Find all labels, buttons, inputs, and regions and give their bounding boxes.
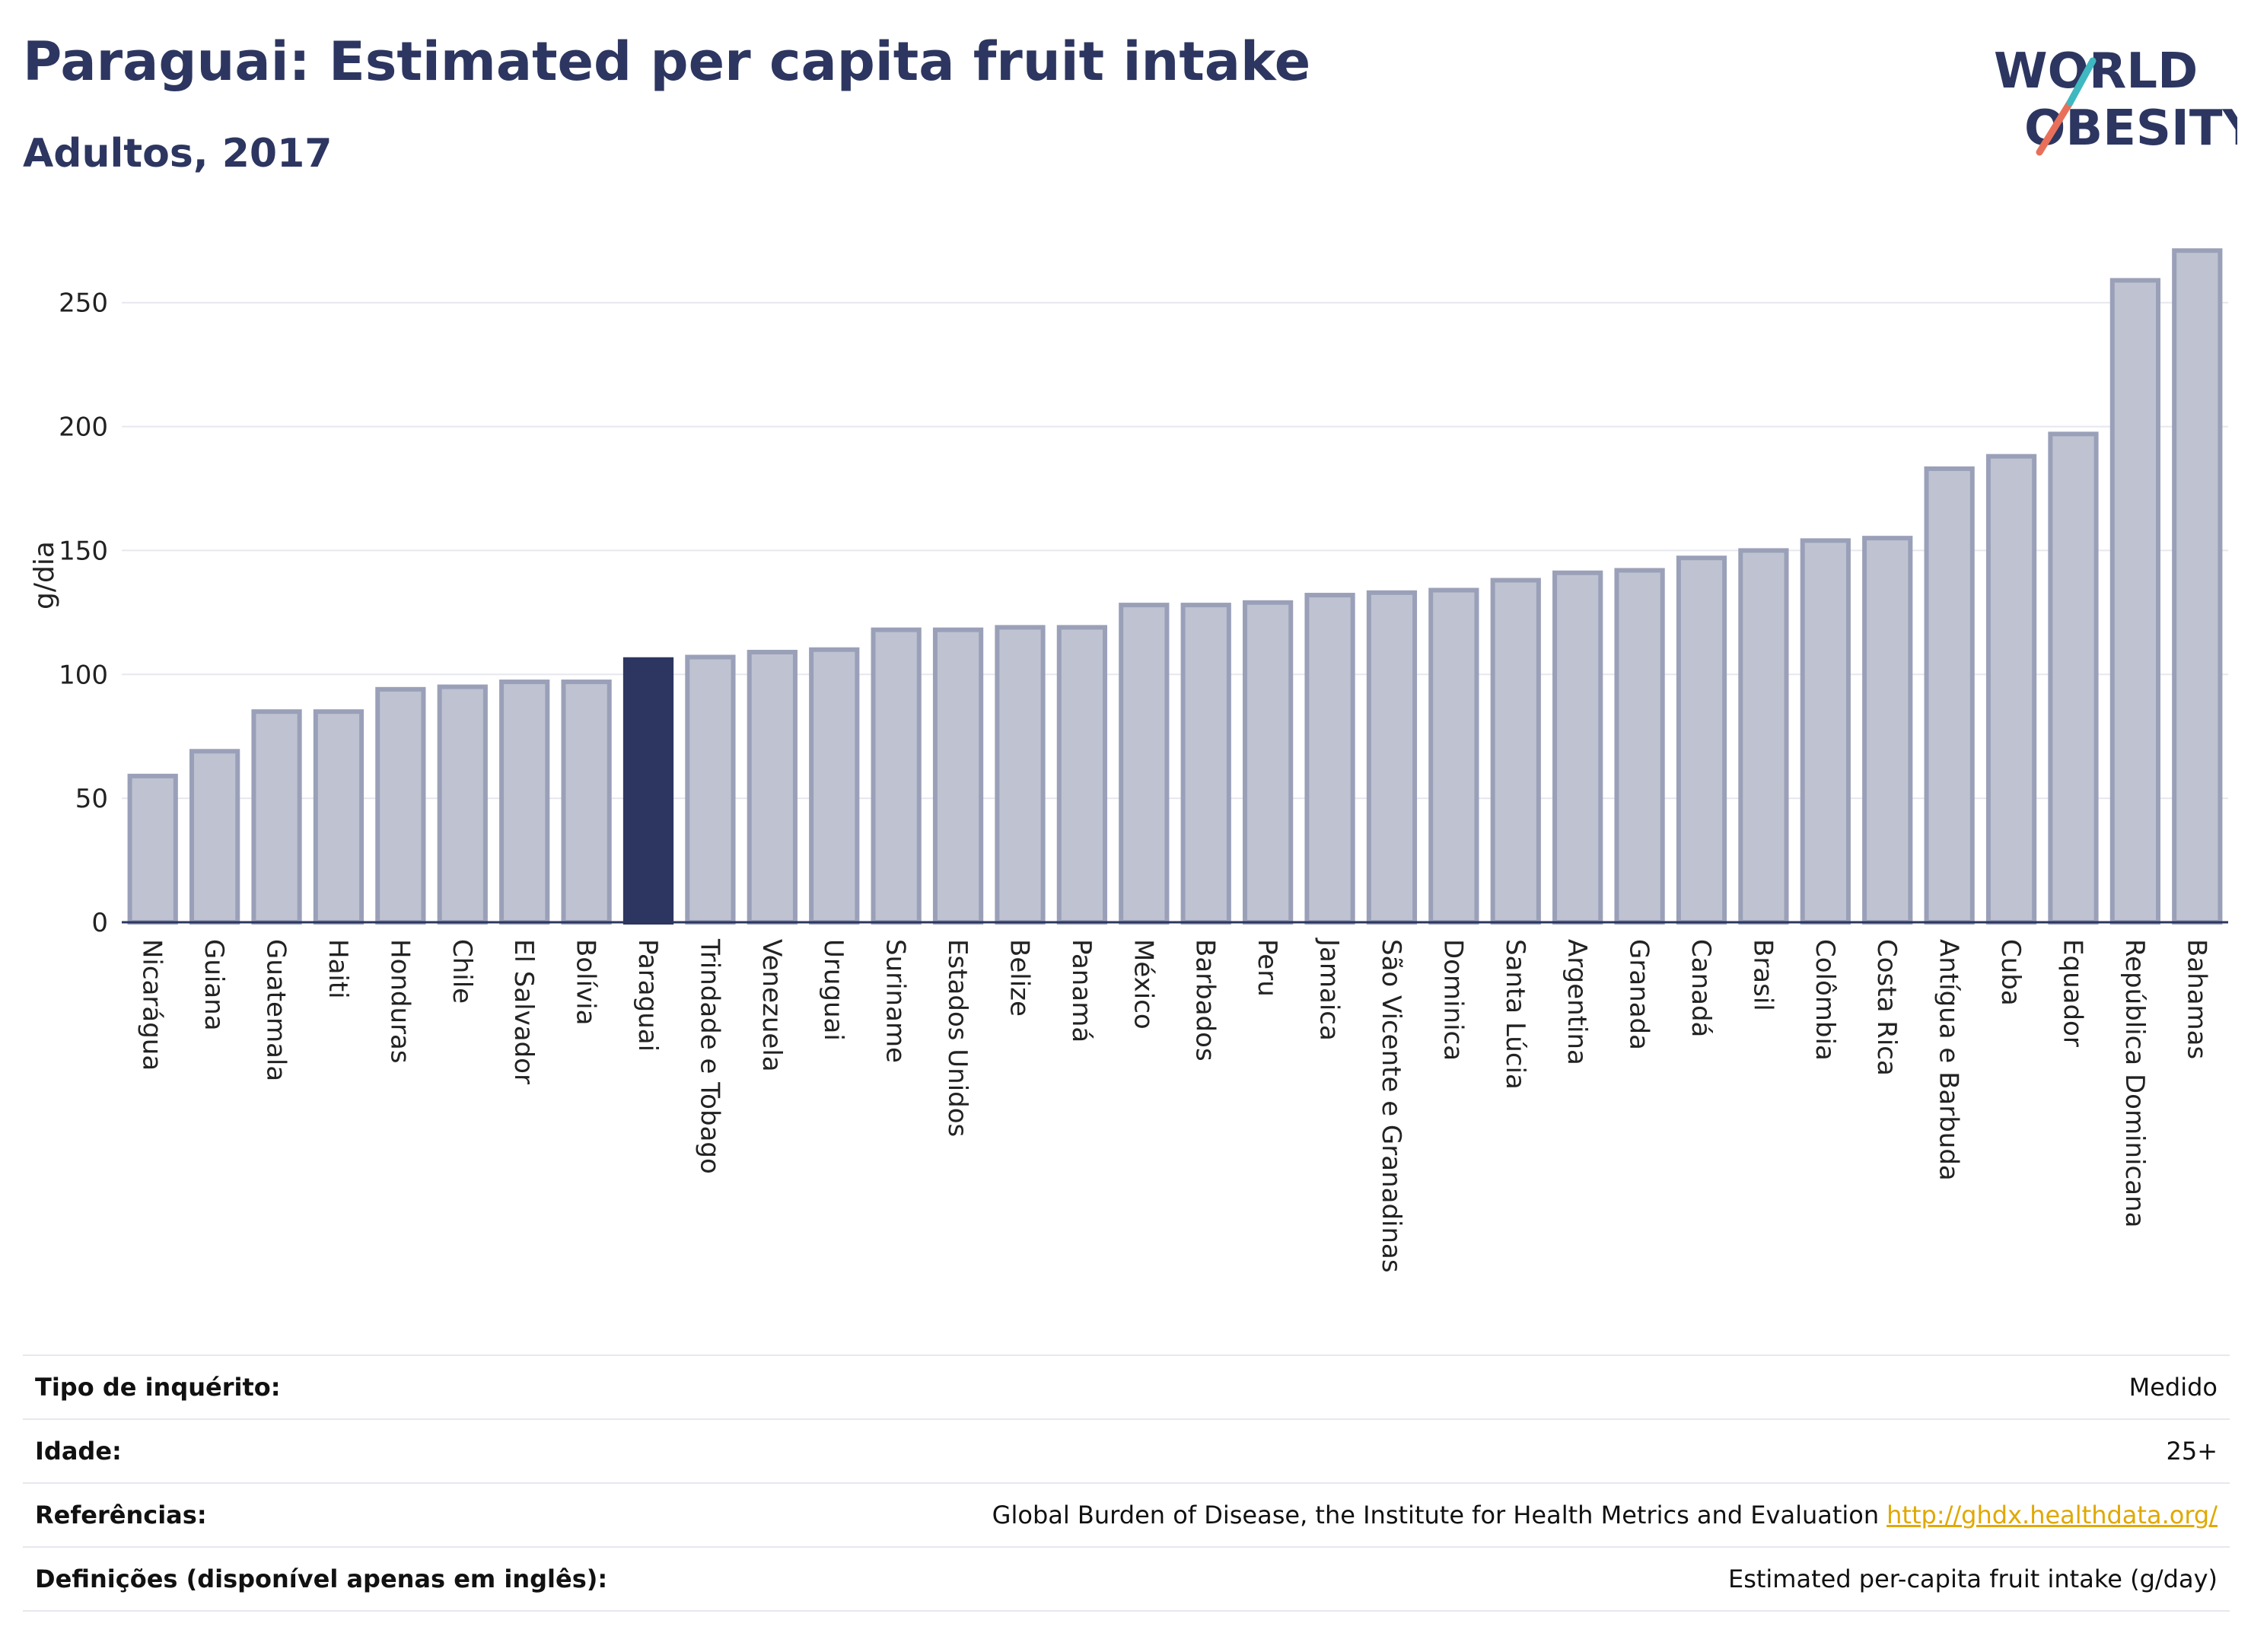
survey-type-label: Tipo de inquérito: xyxy=(35,1373,281,1402)
references-link[interactable]: http://ghdx.healthdata.org/ xyxy=(1886,1501,2218,1529)
x-tick-label: Bahamas xyxy=(2181,939,2211,1059)
x-tick-label: Colômbia xyxy=(1810,939,1840,1061)
y-tick-label: 150 xyxy=(59,536,108,566)
bar-el-salvador xyxy=(499,680,550,925)
bar-trindade-e-tobago xyxy=(685,654,736,925)
x-tick-label: Dominica xyxy=(1438,939,1468,1061)
info-row-survey: Tipo de inquérito: Medido xyxy=(23,1354,2230,1418)
bar-bolívia xyxy=(561,680,612,925)
y-tick-label: 250 xyxy=(59,288,108,319)
x-tick-label: São Vicente e Granadinas xyxy=(1376,939,1406,1273)
bar-paraguai xyxy=(622,657,674,925)
y-tick-label: 100 xyxy=(59,660,108,690)
x-tick-label: El Salvador xyxy=(508,939,539,1084)
bar-chile xyxy=(437,684,488,925)
y-tick-label: 0 xyxy=(91,908,108,938)
x-tick-label: Granada xyxy=(1624,939,1654,1050)
chart-subtitle: Adultos, 2017 xyxy=(23,131,333,177)
x-tick-label: Uruguai xyxy=(818,939,849,1041)
bar-bahamas xyxy=(2172,248,2223,925)
x-tick-label: Panamá xyxy=(1066,939,1097,1042)
info-row-references: Referências: Global Burden of Disease, t… xyxy=(23,1482,2230,1546)
info-table: Tipo de inquérito: Medido Idade: 25+ Ref… xyxy=(23,1354,2230,1612)
bar-honduras xyxy=(375,686,426,925)
x-tick-label: Equador xyxy=(2057,939,2087,1047)
x-tick-label: Canadá xyxy=(1686,939,1716,1037)
x-tick-label: Barbados xyxy=(1190,939,1221,1062)
x-tick-label: Nicarágua xyxy=(137,939,167,1071)
x-tick-label: Guatemala xyxy=(261,939,291,1081)
x-tick-label: Peru xyxy=(1252,939,1282,997)
bar-belize xyxy=(995,625,1046,925)
bar-venezuela xyxy=(747,649,798,925)
bar-haiti xyxy=(313,709,365,925)
bar-canadá xyxy=(1676,555,1727,925)
x-tick-label: Argentina xyxy=(1562,939,1592,1065)
x-tick-label: Chile xyxy=(447,939,477,1004)
bar-chart: 0 50 100 150 200 250 g/dia Nicarágua Guiana Guate… xyxy=(29,248,2228,1273)
bar-são-vicente-e-granadinas xyxy=(1366,590,1418,925)
x-tick-label: Estados Unidos xyxy=(942,939,973,1137)
bar-guatemala xyxy=(251,709,302,925)
logo-text-line1: WORLD xyxy=(1994,43,2198,100)
bar-peru xyxy=(1242,600,1294,925)
x-tick-label: Guiana xyxy=(199,939,229,1031)
x-tick-label: Paraguai xyxy=(632,939,663,1052)
bar-equador xyxy=(2048,431,2099,925)
x-tick-label: República Dominicana xyxy=(2119,939,2150,1227)
x-tick-label: Haiti xyxy=(323,939,353,999)
bar-costa-rica xyxy=(1862,536,1913,925)
references-value: Global Burden of Disease, the Institute … xyxy=(992,1501,2230,1529)
x-tick-label: Bolívia xyxy=(571,939,601,1025)
bar-méxico xyxy=(1119,603,1170,925)
bar-uruguai xyxy=(809,647,860,925)
x-tick-label: Santa Lúcia xyxy=(1500,939,1530,1090)
x-tick-label: Trindade e Tobago xyxy=(694,938,724,1174)
bar-república-dominicana xyxy=(2109,278,2161,925)
bar-panamá xyxy=(1056,625,1108,925)
info-row-definitions: Definições (disponível apenas em inglês)… xyxy=(23,1546,2230,1612)
chart-title: Paraguai: Estimated per capita fruit int… xyxy=(23,30,1311,93)
x-tick-label: Costa Rica xyxy=(1871,939,1902,1076)
x-tick-label: Venezuela xyxy=(756,939,787,1072)
y-tick-label: 50 xyxy=(75,784,108,814)
age-value: 25+ xyxy=(2166,1437,2218,1466)
y-axis-label: g/dia xyxy=(29,541,60,610)
x-tick-label: Jamaica xyxy=(1314,937,1345,1041)
logo-slash-teal xyxy=(2066,57,2097,107)
bar-estados-unidos xyxy=(932,627,984,925)
x-tick-label: Brasil xyxy=(1747,939,1778,1011)
bar-suriname xyxy=(871,627,922,925)
bar-argentina xyxy=(1552,570,1603,925)
world-obesity-logo: WORLD OBESITY xyxy=(1994,43,2237,157)
bar-brasil xyxy=(1738,548,1789,925)
x-tick-label: México xyxy=(1128,939,1158,1030)
bar-colômbia xyxy=(1800,538,1851,925)
info-row-age: Idade: 25+ xyxy=(23,1418,2230,1482)
logo-slash-coral xyxy=(2036,99,2074,156)
bar-barbados xyxy=(1180,603,1231,925)
bar-antígua-e-barbuda xyxy=(1924,466,1975,925)
age-label: Idade: xyxy=(35,1437,122,1466)
bar-santa-lúcia xyxy=(1490,578,1541,925)
bar-jamaica xyxy=(1304,593,1355,925)
x-tick-label: Honduras xyxy=(384,939,415,1064)
logo-text-line2: OBESITY xyxy=(2024,100,2237,157)
survey-type-value: Medido xyxy=(2128,1373,2218,1402)
x-tick-label: Antígua e Barbuda xyxy=(1934,939,1964,1181)
bar-nicarágua xyxy=(127,773,178,925)
references-label: Referências: xyxy=(35,1501,207,1529)
x-tick-label: Cuba xyxy=(1995,939,2026,1006)
x-tick-label: Suriname xyxy=(880,939,911,1063)
bar-dominica xyxy=(1428,587,1479,925)
references-text: Global Burden of Disease, the Institute … xyxy=(992,1501,1880,1529)
bar-guiana xyxy=(189,749,240,925)
y-tick-label: 200 xyxy=(59,412,108,443)
definitions-label: Definições (disponível apenas em inglês)… xyxy=(35,1564,608,1593)
bar-cuba xyxy=(1985,454,2037,925)
x-tick-label: Belize xyxy=(1004,939,1034,1017)
definitions-value: Estimated per-capita fruit intake (g/day… xyxy=(1727,1564,2218,1593)
bar-granada xyxy=(1614,568,1665,925)
